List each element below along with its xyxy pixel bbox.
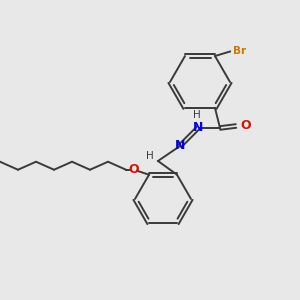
Text: H: H <box>193 110 201 120</box>
Text: O: O <box>240 119 250 133</box>
Text: Br: Br <box>233 46 246 56</box>
Text: H: H <box>146 151 154 161</box>
Text: N: N <box>193 122 203 134</box>
Text: O: O <box>129 163 139 176</box>
Text: N: N <box>175 140 185 152</box>
